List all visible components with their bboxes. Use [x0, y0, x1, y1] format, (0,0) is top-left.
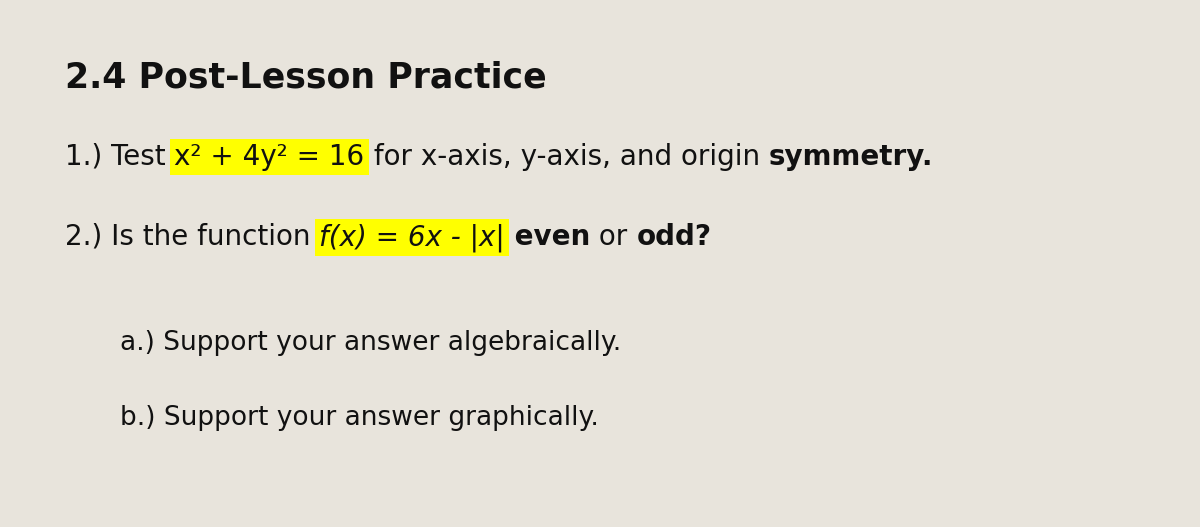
Text: for x-axis, y-axis, and origin: for x-axis, y-axis, and origin — [365, 143, 769, 171]
Text: x² + 4y² = 16: x² + 4y² = 16 — [174, 143, 365, 171]
Text: 2.4 Post-Lesson Practice: 2.4 Post-Lesson Practice — [65, 60, 547, 94]
Text: symmetry.: symmetry. — [769, 143, 934, 171]
Text: a.) Support your answer algebraically.: a.) Support your answer algebraically. — [120, 330, 622, 356]
Text: or: or — [590, 223, 636, 251]
Text: even: even — [505, 223, 590, 251]
Text: odd?: odd? — [636, 223, 712, 251]
Text: f(x) = 6x - |x|: f(x) = 6x - |x| — [319, 223, 505, 251]
Text: 1.) Test: 1.) Test — [65, 143, 174, 171]
Text: b.) Support your answer graphically.: b.) Support your answer graphically. — [120, 405, 599, 431]
Text: 2.) Is the function: 2.) Is the function — [65, 223, 319, 251]
